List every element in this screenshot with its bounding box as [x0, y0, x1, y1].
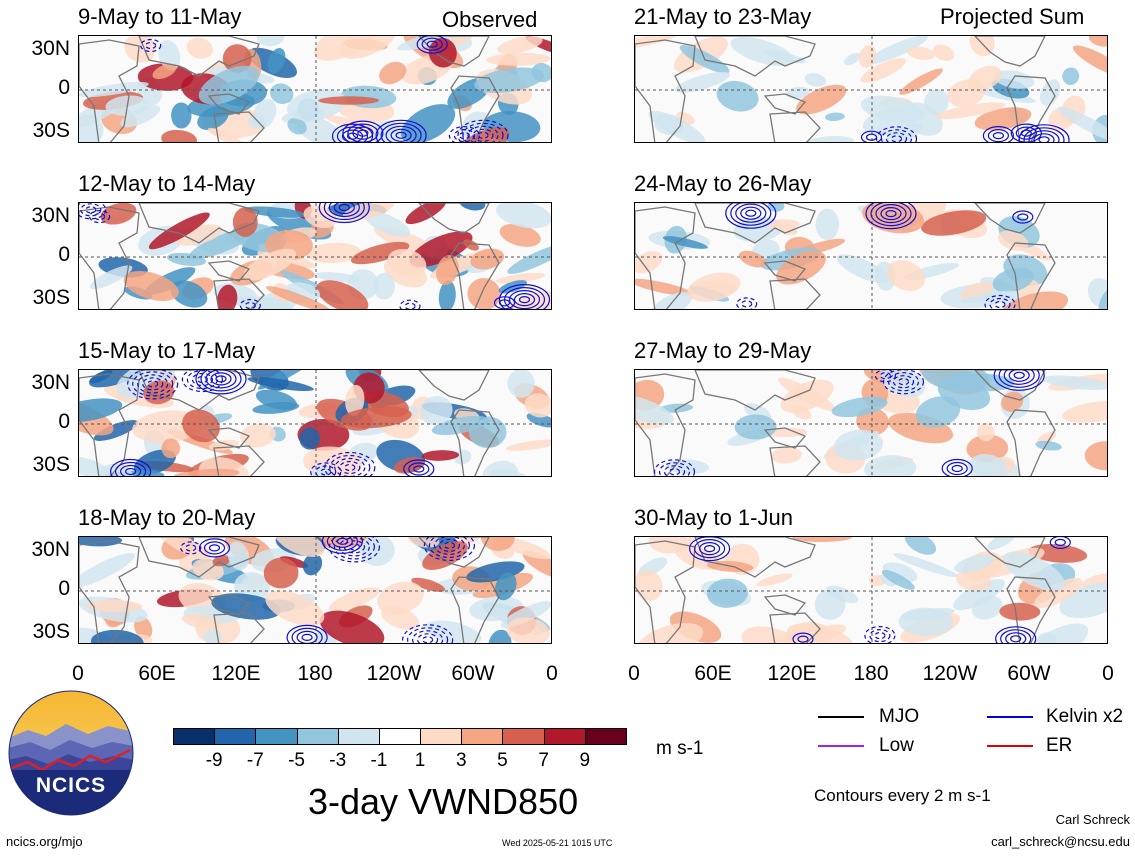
map-panel-right-2 — [634, 202, 1108, 310]
lat-label-30s: 30S — [32, 119, 70, 142]
main-title: 3-day VWND850 — [308, 781, 579, 822]
lon-label: 60W — [1007, 662, 1051, 685]
legend-label-kelvin: Kelvin x2 — [1046, 706, 1124, 727]
contour-note: Contours every 2 m s-1 — [814, 786, 991, 805]
panel-title-left-4: 18-May to 20-May — [78, 505, 256, 530]
ncics-logo-icon — [8, 690, 134, 816]
colorbar-swatch — [255, 728, 298, 745]
colorbar-swatch — [378, 728, 422, 745]
panel-title-left-1: 9-May to 11-May — [78, 4, 242, 29]
lon-label: 0 — [628, 662, 640, 685]
colorbar-swatch — [173, 728, 216, 745]
lon-label: 180 — [853, 662, 889, 685]
lon-label: 60W — [451, 662, 495, 685]
map-panel-left-1 — [78, 35, 552, 143]
lat-label-eq: 0 — [58, 243, 70, 266]
lat-label-30n: 30N — [31, 538, 70, 561]
colorbar-label: 7 — [538, 750, 549, 771]
map-field — [635, 537, 1107, 643]
panel-title-right-3: 27-May to 29-May — [634, 338, 812, 363]
lon-label: 0 — [1102, 662, 1114, 685]
projected-sum-label: Projected Sum — [940, 4, 1085, 29]
colorbar-label: 5 — [497, 750, 508, 771]
colorbar-label: 3 — [455, 750, 467, 771]
ncics-logo: NCICS — [8, 690, 134, 816]
observed-label: Observed — [442, 7, 538, 32]
legend-line-er — [987, 745, 1033, 747]
legend-line-mjo — [818, 716, 864, 718]
map-panel-left-4 — [78, 536, 552, 644]
map-field — [79, 370, 551, 476]
map-field — [79, 203, 551, 309]
lat-label-30n: 30N — [31, 371, 70, 394]
map-panel-left-2 — [78, 202, 552, 310]
colorbar-swatch — [420, 728, 463, 745]
map-panel-left-3 — [78, 369, 552, 477]
map-field — [635, 203, 1107, 309]
panel-title-right-4: 30-May to 1-Jun — [634, 505, 793, 530]
legend-label-mjo: MJO — [879, 706, 920, 727]
lon-label: 60E — [138, 662, 176, 685]
map-panel-right-1 — [634, 35, 1108, 143]
lat-label-30s: 30S — [32, 620, 70, 643]
lat-label-30n: 30N — [31, 204, 70, 227]
lon-label: 120E — [211, 662, 261, 685]
colorbar-label: -5 — [288, 750, 305, 771]
colorbar-swatch — [296, 728, 339, 745]
lat-label-30s: 30S — [32, 453, 70, 476]
lon-label: 120W — [922, 662, 978, 685]
colorbar-label: 9 — [579, 750, 591, 771]
colorbar-swatch — [214, 728, 257, 745]
lat-label-eq: 0 — [58, 577, 70, 600]
colorbar-label: -1 — [370, 750, 388, 771]
colorbar-swatch — [543, 728, 586, 745]
colorbar-label: 1 — [414, 750, 426, 771]
map-panel-right-3 — [634, 369, 1108, 477]
panel-title-left-3: 15-May to 17-May — [78, 338, 256, 363]
lon-label: 0 — [72, 662, 84, 685]
legend-label-er: ER — [1046, 735, 1073, 756]
colorbar-unit: m s-1 — [656, 738, 704, 759]
lat-label-eq: 0 — [58, 410, 70, 433]
map-field — [79, 36, 551, 142]
colorbar-label: -9 — [205, 750, 223, 771]
lon-label: 60E — [694, 662, 732, 685]
author-email: carl_schreck@ncsu.edu — [991, 834, 1130, 849]
lat-label-30n: 30N — [31, 37, 70, 60]
lon-label: 120W — [366, 662, 422, 685]
lon-label: 120E — [767, 662, 817, 685]
colorbar-swatch — [584, 728, 627, 745]
colorbar-swatch — [502, 728, 545, 745]
lat-label-eq: 0 — [58, 76, 70, 99]
map-field — [635, 370, 1107, 476]
author-name: Carl Schreck — [1055, 812, 1130, 827]
lat-label-30s: 30S — [32, 286, 70, 309]
legend-line-kelvin — [987, 716, 1033, 718]
panel-title-left-2: 12-May to 14-May — [78, 171, 256, 196]
map-field — [79, 537, 551, 643]
footer-url: ncics.org/mjo — [6, 834, 83, 849]
legend-line-low — [818, 745, 864, 747]
map-panel-right-4 — [634, 536, 1108, 644]
legend-label-low: Low — [879, 735, 914, 756]
lon-label: 0 — [546, 662, 558, 685]
colorbar-label: -3 — [329, 750, 347, 771]
map-field — [635, 36, 1107, 142]
panel-title-right-2: 24-May to 26-May — [634, 171, 812, 196]
logo-text: NCICS — [35, 774, 107, 797]
colorbar-label: -7 — [246, 750, 264, 771]
panel-title-right-1: 21-May to 23-May — [634, 4, 812, 29]
colorbar-swatch — [337, 728, 380, 745]
colorbar-swatch — [461, 728, 504, 745]
footer-timestamp: Wed 2025-05-21 1015 UTC — [502, 838, 613, 848]
lon-label: 180 — [297, 662, 333, 685]
